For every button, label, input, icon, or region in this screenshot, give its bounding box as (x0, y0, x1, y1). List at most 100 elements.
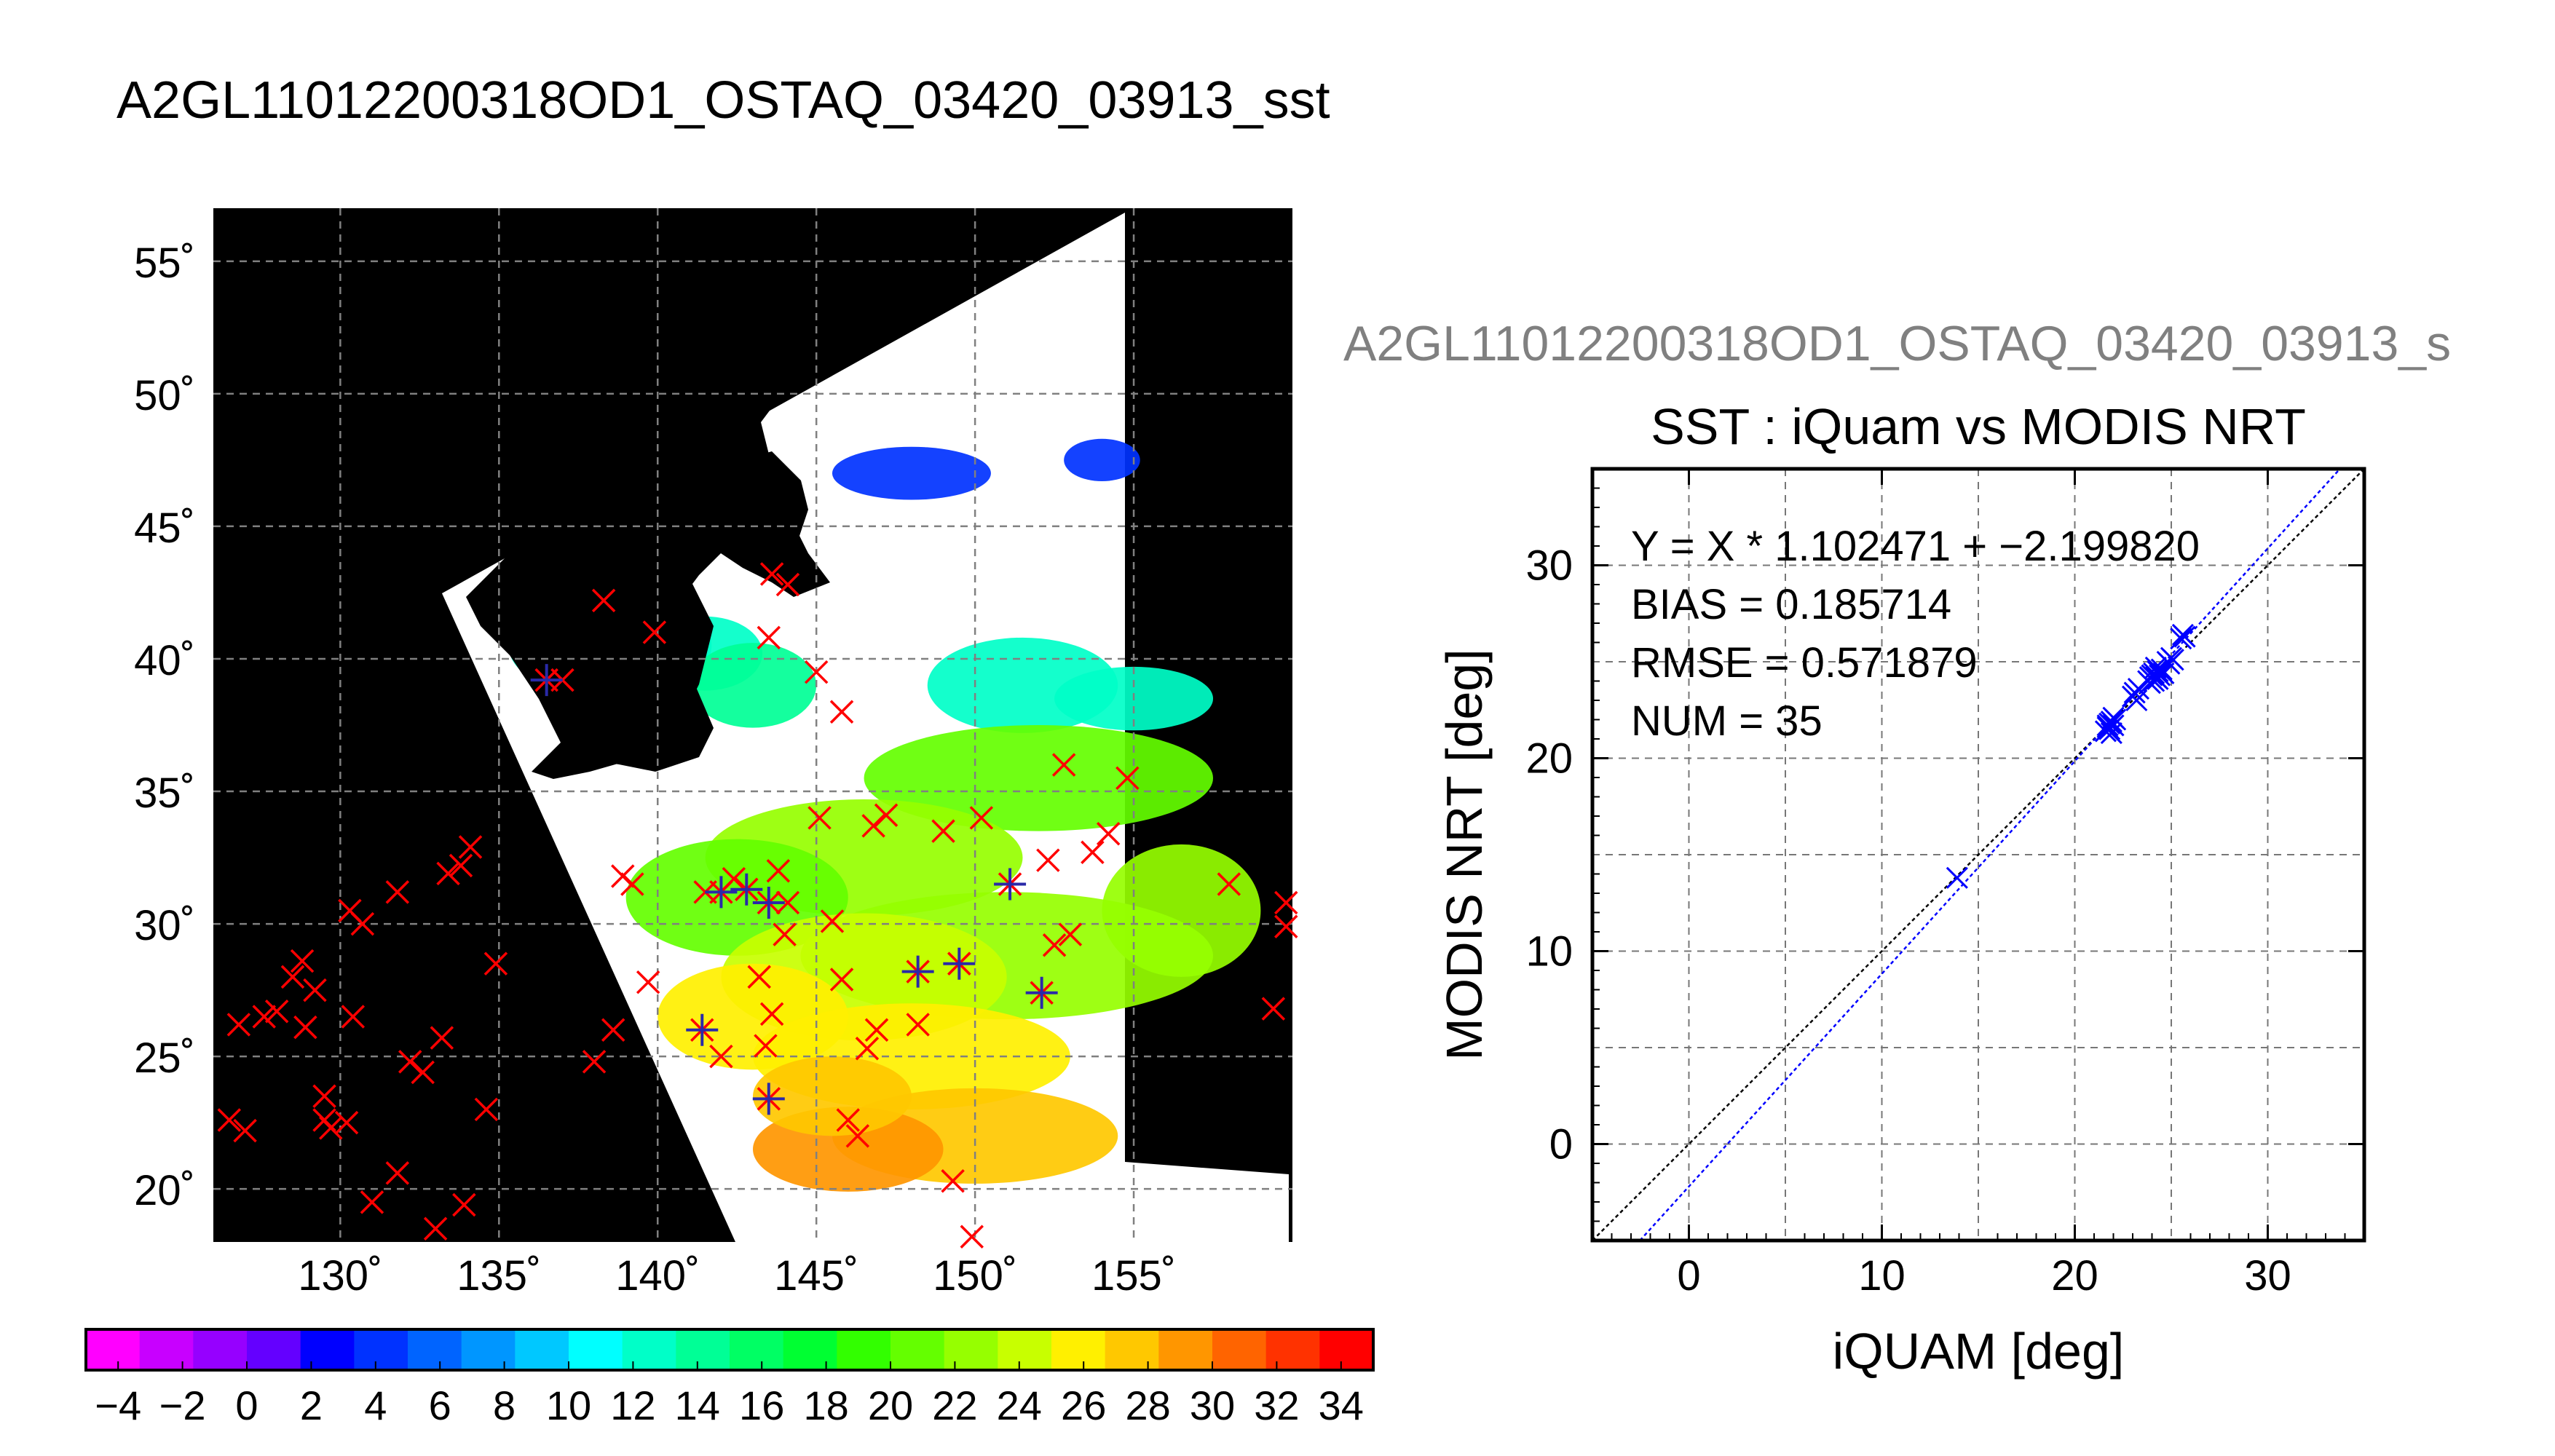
sst-map: 55˚ 50˚ 45˚ 40˚ 35˚ 30˚ 25˚ 20˚ 130˚ 135˚ 140˚ 145… (134, 208, 1298, 1299)
buoy-marker-stroke (829, 700, 854, 724)
map-lon-tick-label: 130˚ (298, 1252, 382, 1299)
buoy-marker (1036, 848, 1060, 872)
buoy-marker-stroke (449, 853, 473, 878)
colorbar-tick-label: 0 (235, 1382, 258, 1428)
buoy-marker (1274, 890, 1298, 915)
buoy-marker (452, 1192, 476, 1217)
map-lat-tick-label: 20˚ (134, 1167, 195, 1214)
scatter-plot: SST : iQuam vs MODIS NRT 0 10 20 300102030 … (1436, 398, 2366, 1380)
buoy-marker (845, 1124, 870, 1148)
land-sakhalin (710, 306, 772, 437)
buoy-marker-stroke (293, 1015, 317, 1040)
buoy-marker-stroke (591, 588, 616, 613)
buoy-marker (411, 1060, 435, 1085)
buoy-marker (754, 1034, 778, 1058)
buoy-marker-stroke (360, 1190, 384, 1214)
colorbar-cell (891, 1329, 945, 1370)
scatter-point (2100, 721, 2122, 745)
map-lat-tick-label: 45˚ (134, 505, 195, 552)
colorbar-cell (837, 1329, 891, 1370)
buoy-marker (334, 1110, 359, 1135)
colorbar-cell (622, 1329, 677, 1370)
buoy-marker-stroke (1081, 840, 1105, 865)
buoy-marker (312, 1084, 336, 1108)
colorbar-tick-label: 14 (675, 1382, 720, 1428)
stats-annotation: Y = X * 1.102471 + −2.199820 (1631, 523, 2200, 570)
buoy-marker-stroke (601, 1018, 625, 1042)
scatter-point-stroke (2104, 708, 2127, 731)
buoy-marker-stroke (804, 660, 829, 684)
buoy-marker-stroke (423, 1216, 448, 1241)
buoy-marker-stroke (1274, 890, 1298, 915)
buoy-marker-stroke (303, 978, 327, 1002)
buoy-marker (423, 1216, 448, 1241)
buoy-marker-stroke (483, 951, 508, 976)
buoy-marker-stroke (290, 949, 315, 973)
map-lat-labels: 55˚ 50˚ 45˚ 40˚ 35˚ 30˚ 25˚ 20˚ (134, 240, 195, 1214)
colorbar-cell (193, 1329, 248, 1370)
buoy-marker (807, 806, 832, 830)
map-lon-tick-label: 135˚ (457, 1252, 541, 1299)
buoy-marker-stroke (312, 1084, 336, 1108)
buoy-marker (1217, 872, 1241, 896)
map-lat-tick-label: 40˚ (134, 637, 195, 684)
collocated-marker (705, 876, 738, 909)
x-tick-label: 30 (2244, 1252, 2291, 1299)
buoy-marker (773, 922, 797, 946)
colorbar-cell (247, 1329, 301, 1370)
colorbar-cell (300, 1329, 355, 1370)
buoy-marker-stroke (217, 1108, 242, 1132)
buoy-marker (1042, 933, 1067, 957)
scatter-point (1946, 866, 1968, 889)
map-markers (217, 562, 1298, 1249)
subtitle: A2GL11012200318OD1_OSTAQ_03420_03913_s (1343, 316, 2451, 371)
colorbar-labels: −4 −2 0 2 4 6 8 10 12 14 16 18 20 22 24 26 28 30 32 34 (95, 1361, 1364, 1428)
buoy-marker (303, 978, 327, 1002)
colorbar-cell (1212, 1329, 1267, 1370)
scatter-point-stroke (2102, 714, 2125, 737)
colorbar-cell (998, 1329, 1052, 1370)
colorbar-cell (139, 1329, 194, 1370)
buoy-marker (601, 1018, 625, 1042)
scatter-point (2125, 689, 2148, 712)
buoy-marker (458, 835, 483, 859)
colorbar-tick-label: 18 (803, 1382, 848, 1428)
buoy-marker (804, 660, 829, 684)
buoy-marker (874, 803, 899, 828)
buoy-marker-stroke (319, 1116, 343, 1140)
buoy-marker (582, 1050, 607, 1074)
colorbar-cell (1051, 1329, 1106, 1370)
buoy-marker-stroke (452, 1192, 476, 1217)
buoy-marker-stroke (906, 1013, 930, 1037)
buoy-marker-stroke (1058, 922, 1083, 946)
colorbar-tick-label: 24 (997, 1382, 1042, 1428)
buoy-marker (430, 1026, 454, 1050)
colorbar-cell (1105, 1329, 1160, 1370)
colorbar-tick-label: 32 (1254, 1382, 1299, 1428)
buoy-marker (252, 1005, 276, 1029)
scatter-point (2162, 649, 2184, 671)
colorbar-cell (408, 1329, 462, 1370)
buoy-marker-stroke (754, 1034, 778, 1058)
colorbar-tick-label: 8 (493, 1382, 516, 1428)
colorbar-cell (676, 1329, 730, 1370)
collocated-marker (730, 873, 763, 906)
chart-title: SST : iQuam vs MODIS NRT (1651, 398, 2306, 455)
buoy-marker-stroke (642, 620, 667, 644)
buoy-marker-stroke (775, 890, 800, 915)
buoy-marker-stroke (960, 1224, 984, 1249)
buoy-marker (855, 1036, 880, 1061)
stats-annotation: RMSE = 0.571879 (1631, 639, 1978, 687)
y-tick-label: 20 (1525, 735, 1573, 783)
buoy-marker-stroke (280, 965, 305, 989)
colorbar-cell (783, 1329, 838, 1370)
colorbar-frame (84, 1328, 1375, 1372)
buoy-marker-stroke (226, 1013, 251, 1037)
buoy-marker (931, 819, 955, 843)
buoy-marker-stroke (398, 1050, 422, 1074)
buoy-marker-stroke (747, 965, 771, 989)
buoy-marker (747, 965, 771, 989)
buoy-marker-stroke (1051, 753, 1076, 777)
scatter-point (2173, 625, 2196, 648)
